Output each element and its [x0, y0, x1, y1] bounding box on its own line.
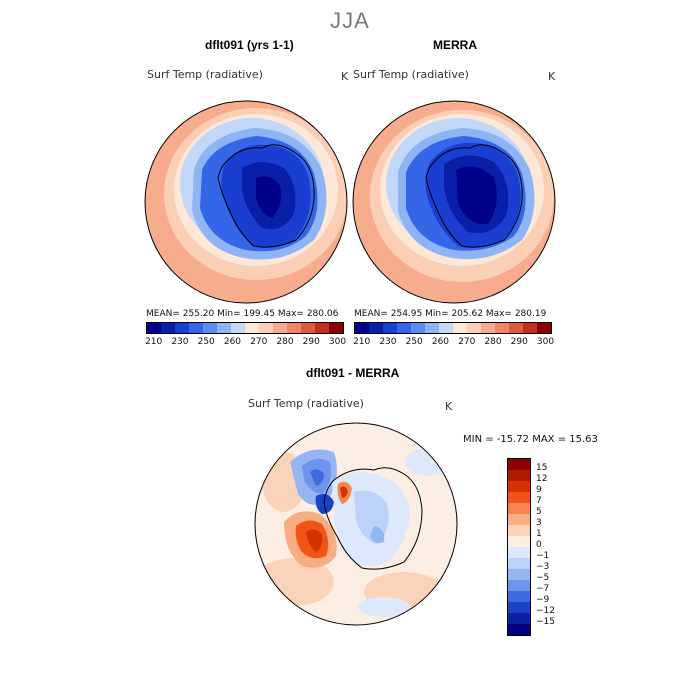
left-colorbar [146, 322, 344, 334]
diff-colorbar-ticks: 15 12 9 7 5 3 1 0 −1 −3 −5 −7 −9 −12 −15 [536, 458, 576, 634]
season-title: JJA [330, 8, 370, 33]
colorbar-swatch [495, 323, 509, 333]
diff-colorbar-swatch [508, 558, 530, 569]
colorbar-swatch [383, 323, 397, 333]
right-polar-map [352, 100, 556, 304]
colorbar-swatch [301, 323, 315, 333]
diff-polar-map [254, 422, 458, 626]
diff-colorbar-tick-label: −15 [536, 617, 555, 627]
right-panel-title: MERRA [433, 38, 477, 52]
colorbar-swatch [147, 323, 161, 333]
colorbar-swatch [259, 323, 273, 333]
diff-colorbar-tick-label: −9 [536, 595, 550, 605]
colorbar-tick-label: 280 [276, 337, 294, 347]
colorbar-swatch [509, 323, 523, 333]
colorbar-tick-label: 280 [484, 337, 502, 347]
right-stats: MEAN= 254.95 Min= 205.62 Max= 280.19 [354, 309, 547, 319]
colorbar-tick-label: 300 [536, 337, 555, 347]
left-polar-map [144, 100, 348, 304]
colorbar-swatch [397, 323, 411, 333]
diff-colorbar-swatch [508, 624, 530, 635]
colorbar-swatch [203, 323, 217, 333]
colorbar-swatch [537, 323, 551, 333]
colorbar-tick-label: 260 [223, 337, 242, 347]
colorbar-swatch [245, 323, 259, 333]
colorbar-swatch [217, 323, 231, 333]
diff-colorbar-swatch [508, 481, 530, 492]
colorbar-swatch [287, 323, 301, 333]
diff-colorbar-swatch [508, 470, 530, 481]
diff-colorbar-tick-label: 5 [536, 507, 542, 517]
colorbar-tick-label: 250 [197, 337, 215, 347]
left-colorbar-ticks: 210 230 250 260 270 280 290 300 [145, 337, 347, 349]
colorbar-tick-label: 300 [328, 337, 347, 347]
colorbar-tick-label: 250 [405, 337, 423, 347]
colorbar-swatch [161, 323, 175, 333]
diff-colorbar-tick-label: −1 [536, 551, 550, 561]
diff-colorbar-swatch [508, 591, 530, 602]
diff-colorbar-swatch [508, 536, 530, 547]
colorbar-tick-label: 290 [302, 337, 320, 347]
left-variable-label: Surf Temp (radiative) [147, 68, 263, 81]
colorbar-swatch [467, 323, 481, 333]
colorbar-swatch [355, 323, 369, 333]
diff-colorbar [507, 458, 531, 636]
right-colorbar [354, 322, 552, 334]
colorbar-tick-label: 230 [379, 337, 397, 347]
colorbar-swatch [523, 323, 537, 333]
colorbar-swatch [425, 323, 439, 333]
diff-colorbar-swatch [508, 459, 530, 470]
left-panel-title: dflt091 (yrs 1-1) [205, 38, 294, 52]
diff-colorbar-tick-label: −12 [536, 606, 555, 616]
diff-variable-label: Surf Temp (radiative) [248, 397, 364, 410]
diff-colorbar-tick-label: 1 [536, 529, 542, 539]
diff-colorbar-tick-label: 0 [536, 540, 542, 550]
colorbar-swatch [315, 323, 329, 333]
colorbar-tick-label: 210 [353, 337, 371, 347]
diff-colorbar-swatch [508, 580, 530, 591]
right-colorbar-ticks: 210 230 250 260 270 280 290 300 [353, 337, 555, 349]
right-variable-label: Surf Temp (radiative) [353, 68, 469, 81]
right-units-label: K [548, 70, 556, 83]
colorbar-swatch [329, 323, 343, 333]
colorbar-tick-label: 270 [458, 337, 476, 347]
diff-colorbar-tick-label: 7 [536, 496, 542, 506]
diff-colorbar-swatch [508, 569, 530, 580]
diff-colorbar-tick-label: 3 [536, 518, 542, 528]
diff-colorbar-swatch [508, 547, 530, 558]
diff-colorbar-tick-label: −5 [536, 573, 550, 583]
right-colorbar-swatches [354, 322, 552, 334]
colorbar-tick-label: 260 [431, 337, 450, 347]
diff-colorbar-swatch [508, 514, 530, 525]
left-colorbar-swatches [146, 322, 344, 334]
colorbar-swatch [411, 323, 425, 333]
left-units-label: K [341, 70, 349, 83]
colorbar-swatch [273, 323, 287, 333]
diff-colorbar-tick-label: 15 [536, 463, 548, 473]
colorbar-tick-label: 210 [145, 337, 163, 347]
colorbar-swatch [369, 323, 383, 333]
diff-colorbar-tick-label: 9 [536, 485, 542, 495]
colorbar-swatch [439, 323, 453, 333]
diff-minmax: MIN = -15.72 MAX = 15.63 [463, 434, 598, 445]
colorbar-swatch [189, 323, 203, 333]
diff-colorbar-swatch [508, 503, 530, 514]
colorbar-tick-label: 230 [171, 337, 189, 347]
diff-colorbar-swatch [508, 492, 530, 503]
colorbar-swatch [481, 323, 495, 333]
diff-colorbar-tick-label: −7 [536, 584, 550, 594]
colorbar-swatch [175, 323, 189, 333]
diff-colorbar-tick-label: −3 [536, 562, 550, 572]
diff-colorbar-swatch [508, 613, 530, 624]
diff-colorbar-swatch [508, 525, 530, 536]
left-stats: MEAN= 255.20 Min= 199.45 Max= 280.06 [146, 309, 339, 319]
colorbar-swatch [453, 323, 467, 333]
colorbar-tick-label: 270 [250, 337, 268, 347]
colorbar-swatch [231, 323, 245, 333]
diff-colorbar-tick-label: 12 [536, 474, 548, 484]
diff-colorbar-swatch [508, 602, 530, 613]
diff-panel-title: dflt091 - MERRA [306, 366, 400, 380]
diff-units-label: K [445, 400, 453, 413]
colorbar-tick-label: 290 [510, 337, 528, 347]
